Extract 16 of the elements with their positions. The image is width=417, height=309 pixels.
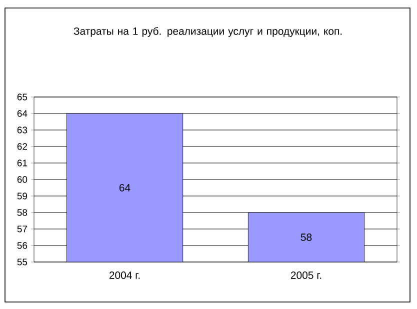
x-tick-label: 2004 г. <box>109 272 140 279</box>
y-tick-label: 64 <box>17 110 28 117</box>
y-tick-label: 63 <box>17 126 28 134</box>
y-tick-label: 57 <box>17 226 28 232</box>
data-label: 64 <box>119 184 130 192</box>
y-tick-label: 60 <box>17 176 28 183</box>
data-label: 58 <box>300 234 312 241</box>
y-tick-label: 61 <box>17 160 28 166</box>
chart-title: Затраты на 1 руб. реализации услуг и продукции, коп. <box>74 27 342 37</box>
y-tick-label: 65 <box>17 94 28 100</box>
x-tick-label: 2005 г. <box>290 272 322 279</box>
y-tick-label: 56 <box>17 242 28 249</box>
y-tick-label: 58 <box>17 209 28 216</box>
y-tick-label: 62 <box>17 143 28 150</box>
y-tick-label: 55 <box>17 258 28 266</box>
y-tick-label: 59 <box>17 192 28 200</box>
